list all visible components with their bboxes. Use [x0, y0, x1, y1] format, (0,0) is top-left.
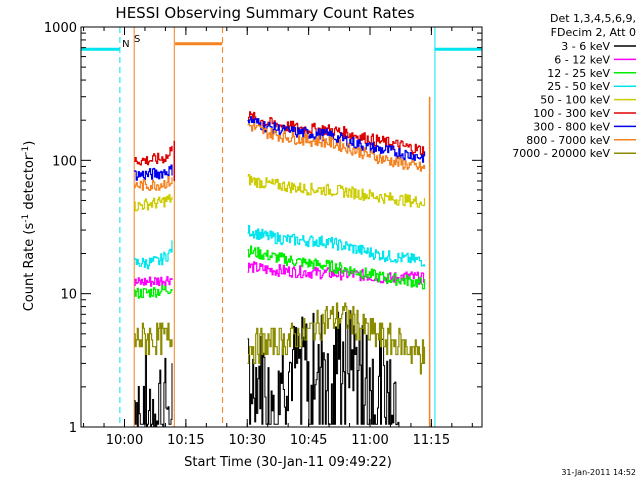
- chart-title: HESSI Observing Summary Count Rates: [115, 4, 414, 22]
- y-tick-label: 10: [60, 288, 77, 303]
- series-line: [247, 245, 426, 290]
- series-line: [134, 276, 173, 287]
- series-line: [134, 355, 173, 428]
- x-tick-label: 11:00: [351, 433, 388, 448]
- x-tick-label: 10:45: [290, 433, 327, 448]
- legend-entry: 800 - 7000 keV: [526, 134, 610, 147]
- plot-frame: [80, 26, 483, 428]
- legend-entry: 6 - 12 keV: [554, 53, 610, 66]
- x-tick-label: 10:00: [106, 433, 143, 448]
- series-line: [134, 284, 173, 299]
- series-line: [247, 111, 426, 157]
- series-line: [134, 145, 173, 166]
- series-7000-20000-kev: [134, 302, 426, 375]
- legend-entry: 12 - 25 keV: [547, 67, 610, 80]
- series-line: [247, 116, 426, 163]
- series-line: [134, 176, 173, 191]
- legend: Det 1,3,4,5,6,9,FDecim 2, Att 03 - 6 keV…: [512, 12, 636, 160]
- series-12-25-kev: [134, 245, 426, 299]
- series-50-100-kev: [134, 174, 426, 212]
- x-tick-label: 11:15: [413, 433, 450, 448]
- y-axis: 1 10 100 1000: [44, 21, 482, 436]
- legend-entry: 50 - 100 keV: [540, 94, 610, 107]
- x-tick-label: 10:30: [229, 433, 266, 448]
- legend-entry: 25 - 50 keV: [547, 80, 610, 93]
- legend-header: FDecim 2, Att 0: [551, 26, 636, 39]
- y-tick-label: 1000: [44, 21, 77, 36]
- y-tick-label: 100: [52, 154, 77, 169]
- footer-date: 31-Jan-2011 14:52: [561, 468, 636, 477]
- marker-s: S: [134, 34, 140, 45]
- series-line: [134, 194, 173, 212]
- legend-entry: 300 - 800 keV: [533, 120, 610, 133]
- y-tick-label: 1: [69, 421, 77, 436]
- series-3-6-kev: [134, 310, 400, 428]
- series-line: [134, 322, 173, 356]
- series-line: [134, 240, 173, 270]
- y-axis-label: Count Rate (s-1 detector-1): [21, 141, 37, 312]
- marker-n: N: [122, 39, 129, 50]
- series-line: [247, 123, 426, 172]
- series-line: [247, 261, 426, 285]
- series-line: [134, 164, 173, 181]
- series-line: [247, 302, 426, 375]
- x-axis: 10:00 10:15 10:30 10:45 11:00 11:15: [83, 27, 473, 448]
- legend-entry: 7000 - 20000 keV: [512, 147, 610, 160]
- series-25-50-kev: [81, 47, 482, 270]
- series-300-800-kev: [134, 116, 426, 181]
- series-800-7000-kev: [134, 42, 426, 191]
- legend-header: Det 1,3,4,5,6,9,: [550, 12, 636, 25]
- series-line: [247, 174, 426, 208]
- x-tick-label: 10:15: [167, 433, 204, 448]
- series-line: [247, 224, 426, 267]
- legend-entry: 100 - 300 keV: [533, 107, 610, 120]
- series-line: [247, 310, 400, 428]
- series-6-12-kev: [134, 261, 426, 287]
- legend-entry: 3 - 6 keV: [561, 40, 610, 53]
- x-axis-label: Start Time (30-Jan-11 09:49:22): [184, 455, 392, 470]
- series-100-300-kev: [134, 111, 426, 166]
